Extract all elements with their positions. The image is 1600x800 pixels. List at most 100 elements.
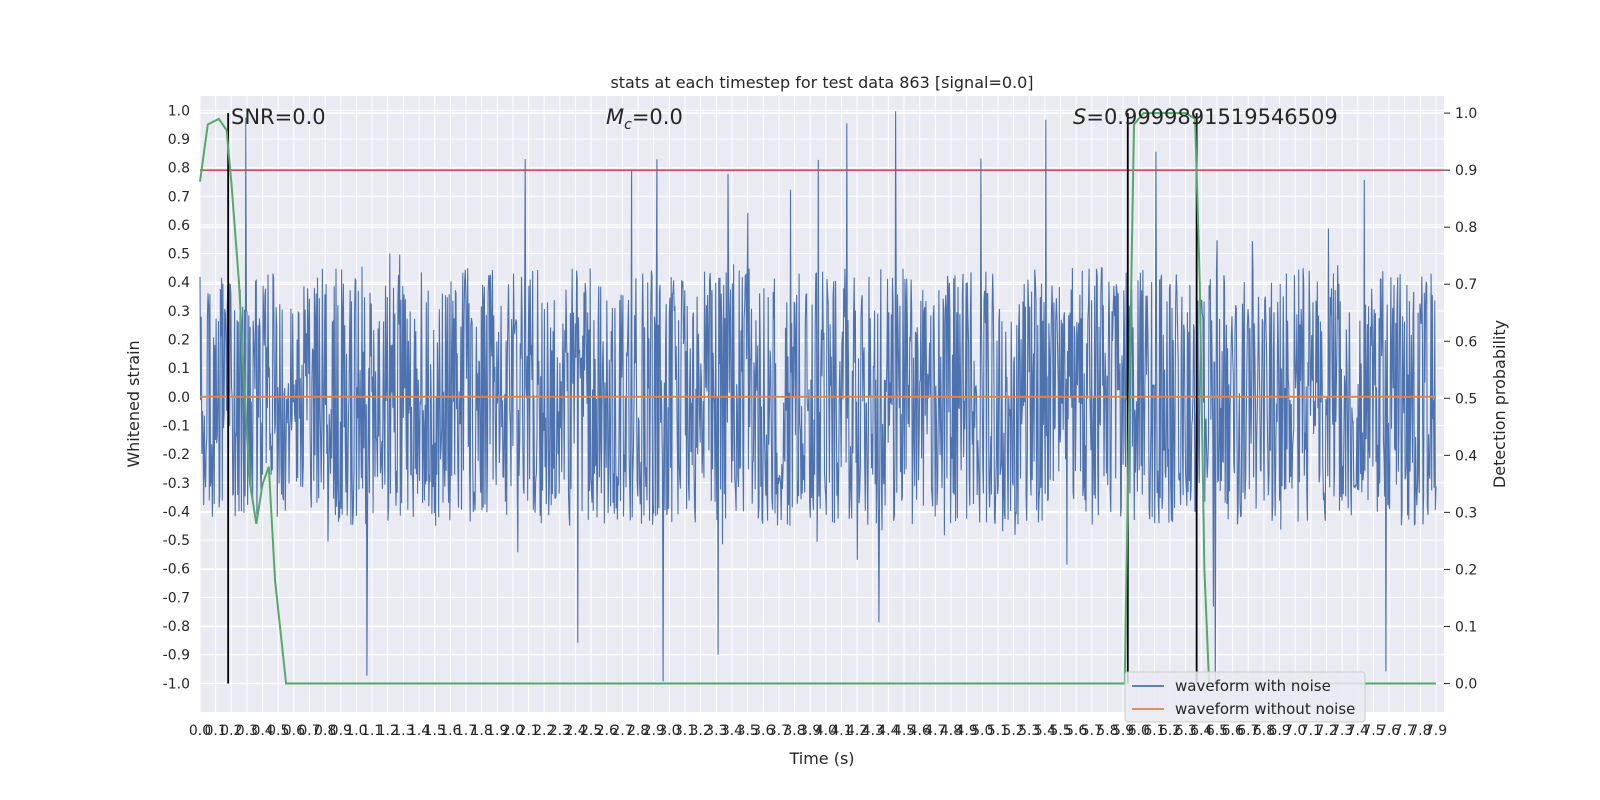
y-tick-label-left: 0.5 [168,247,190,263]
series-line-waveform-with-noise [199,111,1437,683]
x-tick-label: 2.2 [533,723,555,739]
series-line-detection-probability [199,112,1436,685]
x-tick-label: 2.7 [611,723,633,739]
y-tick-label-right: 0.1 [1455,619,1477,635]
chart-title: stats at each timestep for test data 863… [610,73,1033,92]
y-tick-label-right: 0.7 [1455,277,1477,293]
x-tick-label: 3.5 [736,723,758,739]
x-tick-label: 7.0 [1284,723,1306,739]
legend: waveform with noise waveform without noi… [1124,671,1366,723]
y-tick-label-left: -0.2 [163,447,190,463]
y-tick-label-right: 1.0 [1455,106,1477,122]
x-tick-label: 5.0 [971,723,993,739]
x-tick-label: 0.8 [314,723,336,739]
x-tick-label: 2.5 [580,723,602,739]
x-tick-label: 2.9 [643,723,665,739]
x-tick-label: 7.6 [1378,723,1400,739]
x-tick-label: 7.3 [1331,723,1353,739]
x-tick-label: 3.8 [783,723,805,739]
x-tick-label: 0.1 [205,723,227,739]
x-tick-label: 5.7 [1081,723,1103,739]
y-tick-label-right: 0.2 [1455,562,1477,578]
x-tick-label: 7.5 [1362,723,1384,739]
y-tick-label-left: 0.6 [168,218,190,234]
x-tick-label: 1.6 [439,723,461,739]
overlay-lines [199,112,1444,685]
annotation-mc-symbol: M [606,105,624,129]
x-tick-label: 1.4 [408,723,430,739]
x-tick-label: 5.2 [1002,723,1024,739]
x-tick-label: 2.0 [502,723,524,739]
y-tick-label-left: -0.5 [163,533,190,549]
x-tick-label: 0.6 [283,723,305,739]
y-tick-label-left: -0.9 [163,648,190,664]
x-tick-label: 2.1 [517,723,539,739]
x-tick-label: 2.6 [596,723,618,739]
x-tick-label: 0.0 [189,723,211,739]
x-tick-label: 6.7 [1237,723,1259,739]
x-tick-label: 3.3 [705,723,727,739]
legend-label-clean: waveform without noise [1175,700,1355,718]
x-tick-label: 2.4 [564,723,586,739]
x-tick-label: 4.0 [815,723,837,739]
x-tick-label: 2.3 [549,723,571,739]
x-tick-label: 5.8 [1096,723,1118,739]
x-tick-label: 2.8 [627,723,649,739]
x-tick-label: 7.7 [1394,723,1416,739]
x-tick-label: 6.4 [1190,723,1212,739]
x-tick-label: 3.6 [752,723,774,739]
y-tick-label-left: 0.0 [168,390,190,406]
y-axis-label-right: Detection probability [1490,320,1509,488]
annotation-s-symbol: S [1073,105,1086,129]
x-tick-label: 5.9 [1112,723,1134,739]
annotation-snr: SNR=0.0 [231,105,326,129]
x-tick-label: 0.3 [236,723,258,739]
y-tick-label-left: -0.8 [163,619,190,635]
y-tick-label-left: 0.4 [168,275,190,291]
y-tick-label-left: -0.3 [163,476,190,492]
y-tick-label-left: -0.6 [163,562,190,578]
y-tick-label-right: 0.5 [1455,391,1477,407]
x-tick-label: 6.1 [1143,723,1165,739]
tick-labels: 0.00.10.20.30.40.50.60.70.80.91.01.11.21… [163,103,1478,739]
y-tick-label-right: 0.4 [1455,448,1477,464]
x-tick-label: 0.5 [267,723,289,739]
x-axis-label: Time (s) [788,749,854,768]
x-tick-label: 4.2 [846,723,868,739]
y-tick-label-left: -1.0 [163,676,190,692]
x-tick-label: 6.5 [1206,723,1228,739]
legend-label-noise: waveform with noise [1175,677,1331,695]
x-tick-label: 7.8 [1409,723,1431,739]
x-tick-label: 3.1 [674,723,696,739]
x-tick-label: 5.4 [1034,723,1056,739]
x-tick-label: 1.7 [455,723,477,739]
y-tick-label-left: 1.0 [168,103,190,119]
x-tick-label: 3.0 [658,723,680,739]
y-tick-label-left: 0.7 [168,189,190,205]
y-tick-label-right: 0.3 [1455,505,1477,521]
x-tick-label: 5.6 [1065,723,1087,739]
y-tick-label-right: 0.6 [1455,334,1477,350]
x-tick-label: 7.1 [1300,723,1322,739]
x-tick-label: 4.5 [893,723,915,739]
y-tick-label-right: 0.9 [1455,163,1477,179]
x-tick-label: 1.1 [361,723,383,739]
x-tick-label: 1.2 [377,723,399,739]
y-axis-label-left: Whitened strain [124,340,143,467]
x-tick-label: 1.0 [345,723,367,739]
y-tick-label-right: 0.8 [1455,220,1477,236]
x-tick-label: 0.9 [330,723,352,739]
annotation-mc-subscript: c [624,117,632,133]
x-tick-label: 6.3 [1175,723,1197,739]
x-tick-label: 0.2 [220,723,242,739]
x-tick-label: 4.7 [924,723,946,739]
x-tick-label: 1.5 [424,723,446,739]
x-tick-label: 4.1 [830,723,852,739]
annotation-s: S=0.9999891519546509 [1073,105,1338,129]
x-tick-label: 7.2 [1315,723,1337,739]
y-tick-label-left: -0.4 [163,504,190,520]
y-tick-label-left: -0.7 [163,590,190,606]
series-waveform-with-noise [199,111,1437,683]
y-tick-label-left: 0.3 [168,304,190,320]
y-tick-label-left: 0.2 [168,333,190,349]
